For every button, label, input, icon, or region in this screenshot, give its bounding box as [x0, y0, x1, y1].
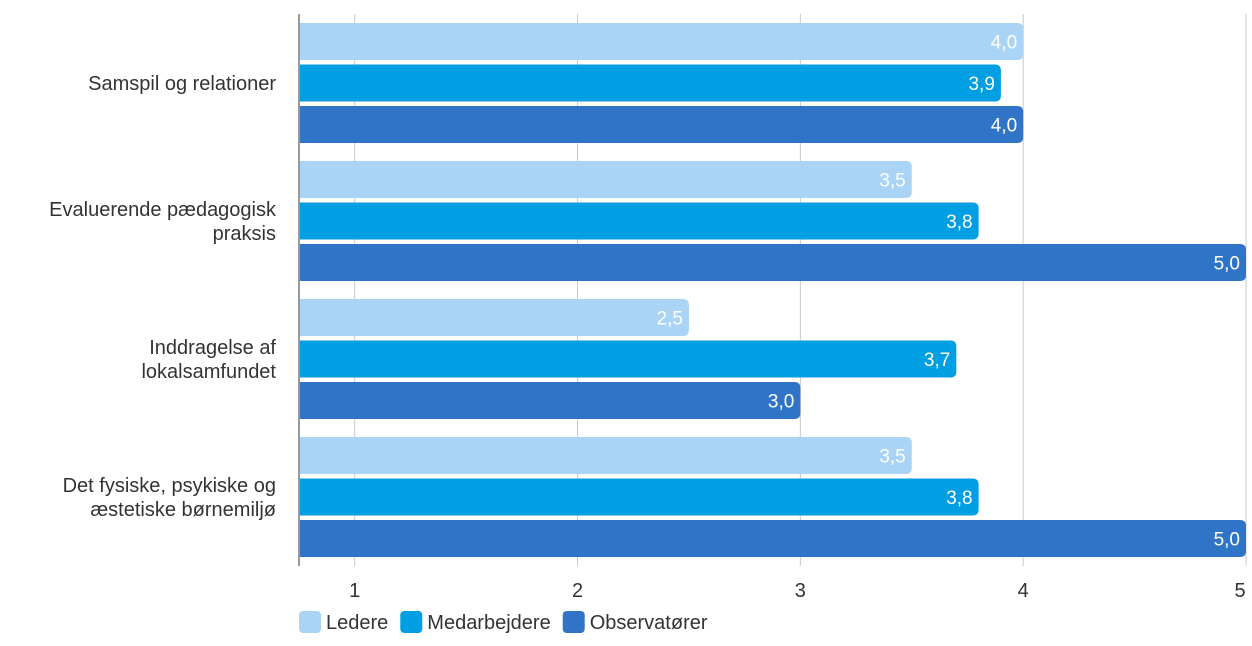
category-labels: Samspil og relationer Evaluerende pædagog… [49, 73, 277, 521]
legend-swatch [562, 611, 585, 633]
bars [299, 23, 1246, 557]
legend-item-ledere: Ledere [299, 611, 388, 634]
bar-value-label: 3,8 [946, 488, 972, 509]
category-label: Det fysiske, psykiske og æstetiske børnem… [63, 475, 276, 521]
legend-item-medarbejdere: Medarbejdere [400, 611, 551, 634]
bar-value-label: 3,0 [768, 392, 794, 413]
bar-ledere-1 [299, 161, 912, 198]
legend-label: Ledere [326, 612, 388, 634]
bar-observatører-1 [299, 244, 1246, 281]
bar-ledere-0 [299, 23, 1024, 60]
bar-ledere-2 [299, 299, 689, 336]
category-label: Samspil og relationer [88, 73, 276, 95]
category-label: Inddragelse af lokalsamfundet [141, 337, 276, 383]
bar-value-label: 3,7 [924, 350, 950, 371]
legend-label: Medarbejdere [427, 612, 550, 634]
bar-value-label: 3,5 [879, 447, 905, 468]
bar-value-labels: 4,0 3,9 4,0 3,5 3,8 5,0 2,5 3,7 3,0 3,5 3,8 5,0 [657, 33, 1240, 551]
bar-value-label: 3,9 [968, 74, 994, 95]
bar-observatører-0 [299, 106, 1024, 143]
legend-label: Observatører [590, 612, 708, 634]
legend: Ledere Medarbejdere Observatører [299, 611, 708, 634]
x-tick-label: 1 [349, 580, 360, 602]
bar-observatører-3 [299, 520, 1246, 557]
bar-observatører-2 [299, 382, 801, 419]
bar-value-label: 3,8 [946, 212, 972, 233]
x-tick-label: 3 [795, 580, 806, 602]
bar-value-label: 3,5 [879, 171, 905, 192]
bar-medarbejdere-2 [299, 340, 957, 378]
x-tick-label: 4 [1018, 580, 1029, 602]
x-tick-label: 5 [1234, 580, 1245, 602]
bar-ledere-3 [299, 437, 912, 474]
legend-item-observatører: Observatører [562, 611, 708, 634]
category-label: Evaluerende pædagogisk praksis [49, 199, 277, 245]
x-tick-label: 2 [572, 580, 583, 602]
bar-value-label: 4,0 [991, 116, 1017, 137]
bar-medarbejdere-3 [299, 478, 979, 516]
bar-value-label: 5,0 [1214, 254, 1240, 275]
x-tick-labels: 1 2 3 4 5 [349, 580, 1245, 602]
bar-value-label: 4,0 [991, 33, 1017, 54]
bar-value-label: 5,0 [1214, 530, 1240, 551]
legend-swatch [299, 611, 321, 633]
legend-swatch [400, 611, 423, 633]
bar-medarbejdere-0 [299, 64, 1001, 102]
bar-medarbejdere-1 [299, 202, 979, 240]
bar-value-label: 2,5 [657, 309, 683, 330]
